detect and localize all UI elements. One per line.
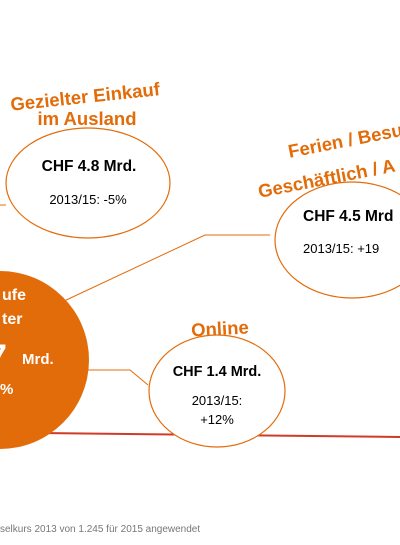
main-bubble-line2: ter — [2, 311, 22, 328]
bubble-ausland: Gezielter Einkauf im Ausland CHF 4.8 Mrd… — [5, 78, 171, 239]
main-bubble: ufe ter 7 Mrd. % — [0, 271, 89, 449]
connector-ferien — [61, 234, 270, 303]
bubble-ferien-title-line1: Ferien / Besu — [286, 119, 400, 162]
bubble-ausland-change: 2013/15: -5% — [49, 192, 127, 207]
main-bubble-unit: Mrd. — [22, 351, 54, 368]
bubble-ausland-amount: CHF 4.8 Mrd. — [42, 158, 137, 175]
bubble-ausland-title-line2: im Ausland — [37, 108, 136, 129]
bubble-online-change-line1: 2013/15: — [192, 393, 243, 408]
bubble-online-title: Online — [191, 317, 250, 341]
bubble-online: Online CHF 1.4 Mrd. 2013/15: +12% — [148, 317, 286, 448]
bubble-ausland-shape — [5, 127, 171, 239]
main-bubble-percent: % — [0, 381, 13, 398]
main-bubble-value: 7 — [0, 338, 7, 376]
bubble-online-shape — [148, 334, 286, 448]
bubble-ferien-change: 2013/15: +19 — [303, 241, 379, 256]
bubble-online-change-line2: +12% — [200, 412, 234, 427]
bubble-ferien: Ferien / Besu Geschäftlich / A CHF 4.5 M… — [256, 119, 400, 299]
bubble-ferien-amount: CHF 4.5 Mrd — [303, 208, 393, 225]
footnote: selkurs 2013 von 1.245 für 2015 angewend… — [0, 524, 201, 535]
main-bubble-line1: ufe — [2, 287, 26, 304]
bubble-ferien-shape — [274, 181, 400, 299]
main-bubble-shape — [0, 271, 89, 449]
bubble-online-amount: CHF 1.4 Mrd. — [173, 364, 262, 380]
connector-online — [70, 369, 149, 386]
